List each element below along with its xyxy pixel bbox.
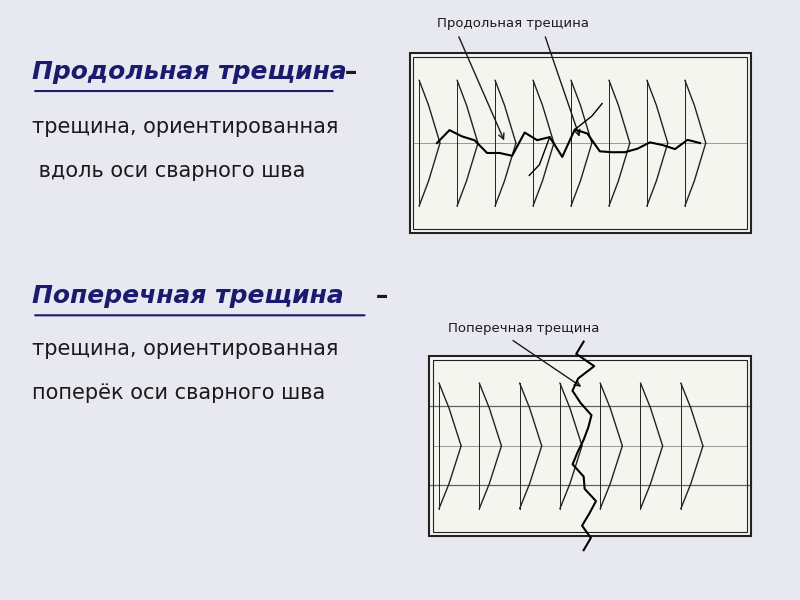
Bar [429, 356, 751, 536]
Text: –: – [335, 60, 357, 84]
Text: поперёк оси сварного шва: поперёк оси сварного шва [32, 383, 326, 403]
Text: трещина, ориентированная: трещина, ориентированная [32, 116, 338, 137]
Text: Поперечная трещина: Поперечная трещина [448, 322, 599, 335]
Bar [414, 57, 747, 229]
Text: Продольная трещина: Продольная трещина [437, 17, 589, 31]
Text: вдоль оси сварного шва: вдоль оси сварного шва [32, 161, 306, 181]
Bar [433, 360, 747, 532]
Text: трещина, ориентированная: трещина, ориентированная [32, 339, 338, 359]
Text: Поперечная трещина: Поперечная трещина [32, 284, 344, 308]
Text: Продольная трещина: Продольная трещина [32, 60, 347, 84]
Bar [410, 53, 751, 233]
Text: –: – [367, 284, 389, 308]
